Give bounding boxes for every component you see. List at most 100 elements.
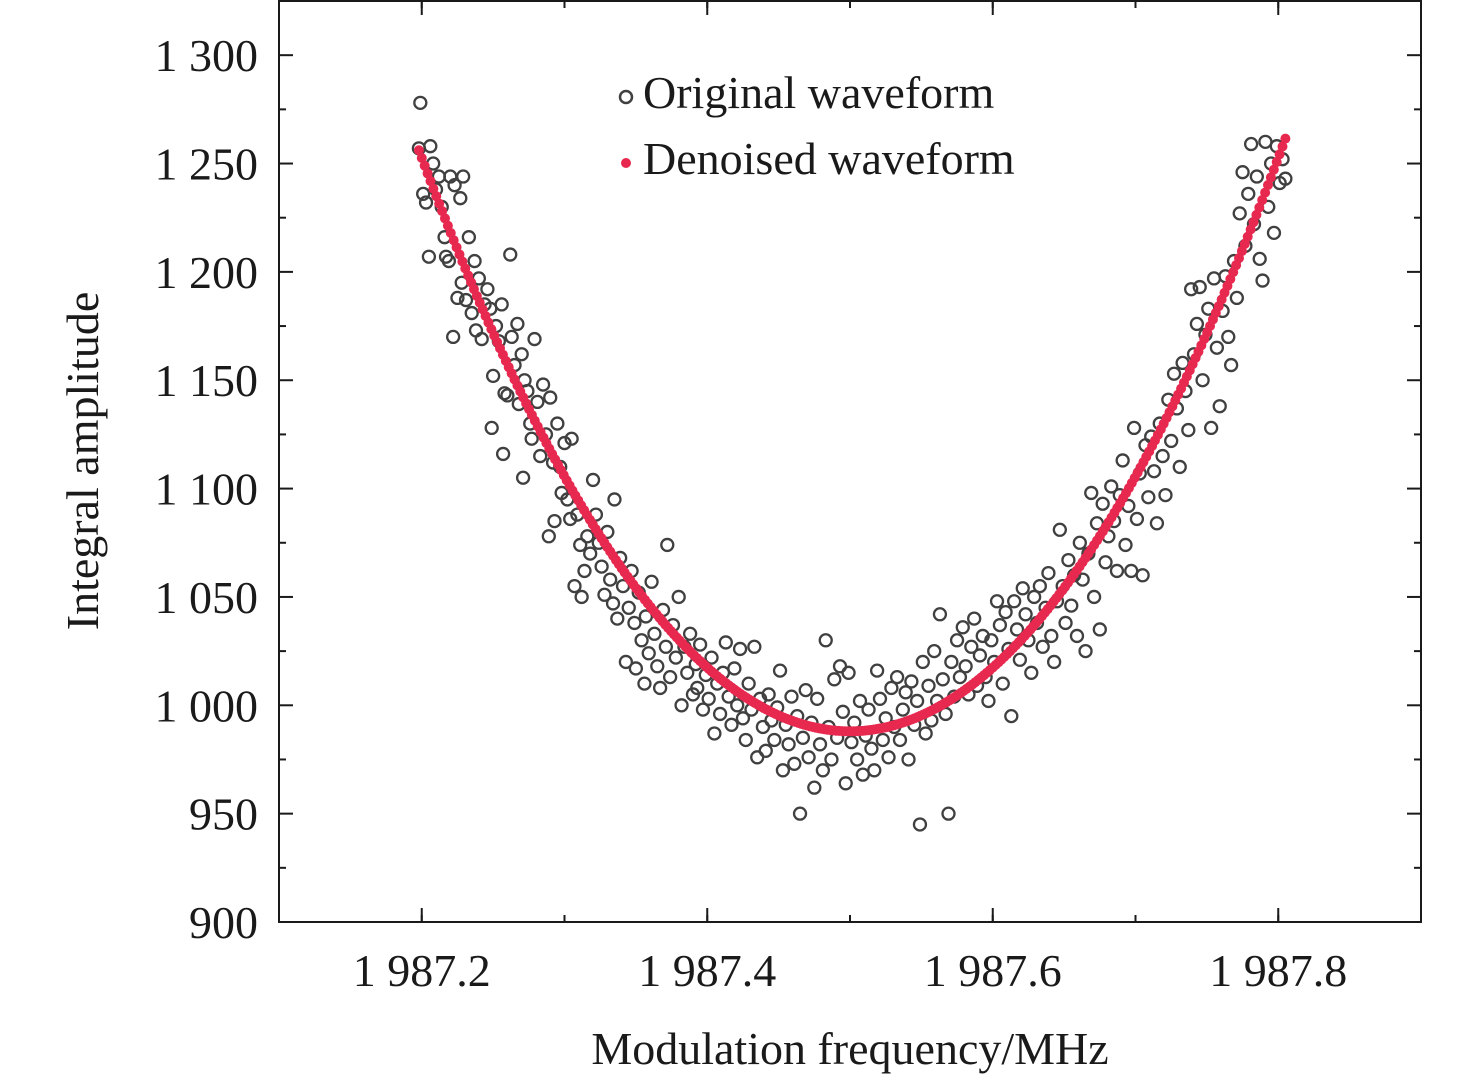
original-point bbox=[1095, 496, 1110, 511]
original-point bbox=[533, 448, 548, 464]
original-point bbox=[1015, 581, 1030, 596]
original-point bbox=[904, 674, 919, 689]
original-point bbox=[1069, 628, 1085, 644]
original-point bbox=[852, 693, 868, 709]
original-point bbox=[638, 609, 654, 624]
original-point bbox=[1052, 522, 1067, 537]
original-point bbox=[747, 639, 762, 654]
denoised-point bbox=[1257, 195, 1268, 206]
original-point bbox=[1158, 487, 1173, 503]
original-point bbox=[892, 732, 908, 748]
original-point bbox=[610, 611, 625, 626]
original-point bbox=[838, 776, 853, 791]
original-point bbox=[915, 654, 930, 670]
original-point bbox=[909, 693, 925, 709]
original-point bbox=[567, 578, 582, 594]
original-point bbox=[627, 615, 642, 631]
original-point bbox=[453, 191, 468, 206]
original-point bbox=[464, 305, 479, 321]
original-point bbox=[724, 717, 739, 732]
original-point bbox=[1109, 563, 1125, 579]
original-point bbox=[503, 247, 518, 262]
original-point bbox=[1206, 271, 1222, 286]
original-point bbox=[647, 626, 662, 641]
original-point bbox=[461, 230, 477, 245]
original-point bbox=[1229, 290, 1245, 306]
original-point bbox=[1035, 639, 1050, 654]
original-point bbox=[761, 687, 776, 702]
original-point bbox=[787, 756, 802, 771]
original-point bbox=[1149, 516, 1165, 531]
original-point bbox=[621, 600, 636, 615]
original-point bbox=[1172, 459, 1187, 475]
original-point bbox=[1007, 594, 1022, 609]
y-tick-label: 1 300 bbox=[155, 30, 259, 81]
original-point bbox=[810, 691, 825, 706]
original-point bbox=[1058, 615, 1073, 631]
original-point bbox=[889, 669, 905, 685]
original-point bbox=[514, 347, 529, 362]
original-point bbox=[480, 282, 495, 297]
original-point bbox=[935, 672, 950, 687]
original-point bbox=[795, 730, 811, 745]
original-point bbox=[510, 316, 525, 332]
original-point bbox=[918, 726, 933, 741]
original-point bbox=[895, 702, 910, 717]
original-point bbox=[730, 698, 745, 713]
original-point bbox=[494, 297, 509, 312]
denoised-point bbox=[1265, 172, 1276, 183]
original-point bbox=[1155, 448, 1170, 464]
original-point bbox=[824, 752, 839, 767]
original-point bbox=[660, 537, 675, 553]
original-point bbox=[682, 626, 698, 641]
original-point bbox=[644, 574, 659, 589]
original-point bbox=[872, 691, 888, 706]
original-point bbox=[952, 669, 968, 685]
original-point bbox=[1235, 165, 1250, 180]
original-point bbox=[707, 726, 722, 741]
original-point bbox=[563, 511, 578, 527]
original-point bbox=[641, 646, 656, 661]
original-point bbox=[704, 650, 719, 665]
original-point bbox=[798, 682, 813, 698]
original-point bbox=[650, 659, 665, 674]
denoised-point bbox=[1280, 133, 1291, 144]
original-point bbox=[1115, 453, 1130, 468]
original-point bbox=[1118, 537, 1133, 553]
original-point bbox=[861, 702, 876, 717]
original-point bbox=[701, 691, 716, 706]
original-point bbox=[1204, 420, 1219, 436]
original-point bbox=[1124, 563, 1139, 579]
original-point bbox=[1026, 589, 1042, 605]
original-point bbox=[864, 741, 879, 756]
original-point bbox=[458, 292, 474, 308]
original-point bbox=[712, 706, 728, 722]
original-point bbox=[869, 663, 885, 678]
original-point bbox=[995, 676, 1010, 691]
original-point bbox=[1252, 251, 1267, 267]
legend-marker-original bbox=[618, 89, 634, 105]
original-point bbox=[468, 323, 484, 338]
original-point bbox=[781, 737, 796, 752]
original-point bbox=[527, 331, 542, 347]
original-point bbox=[1255, 273, 1270, 288]
denoised-point bbox=[416, 153, 427, 164]
original-point bbox=[927, 643, 942, 659]
original-point bbox=[1266, 225, 1282, 241]
original-point bbox=[1192, 279, 1207, 295]
original-point bbox=[450, 290, 465, 306]
original-point bbox=[634, 633, 649, 648]
x-tick-label: 1 987.4 bbox=[638, 945, 776, 996]
original-point bbox=[1195, 373, 1210, 388]
original-point bbox=[898, 685, 913, 700]
denoised-point bbox=[425, 176, 436, 187]
original-point bbox=[1232, 206, 1247, 221]
original-point bbox=[484, 420, 499, 436]
original-point bbox=[958, 659, 973, 674]
x-axis-title: Modulation frequency/MHz bbox=[591, 1023, 1108, 1074]
original-point bbox=[1126, 420, 1142, 436]
original-point bbox=[652, 680, 668, 696]
denoised-point bbox=[1271, 157, 1282, 168]
original-point bbox=[515, 470, 531, 485]
original-point bbox=[944, 654, 959, 670]
